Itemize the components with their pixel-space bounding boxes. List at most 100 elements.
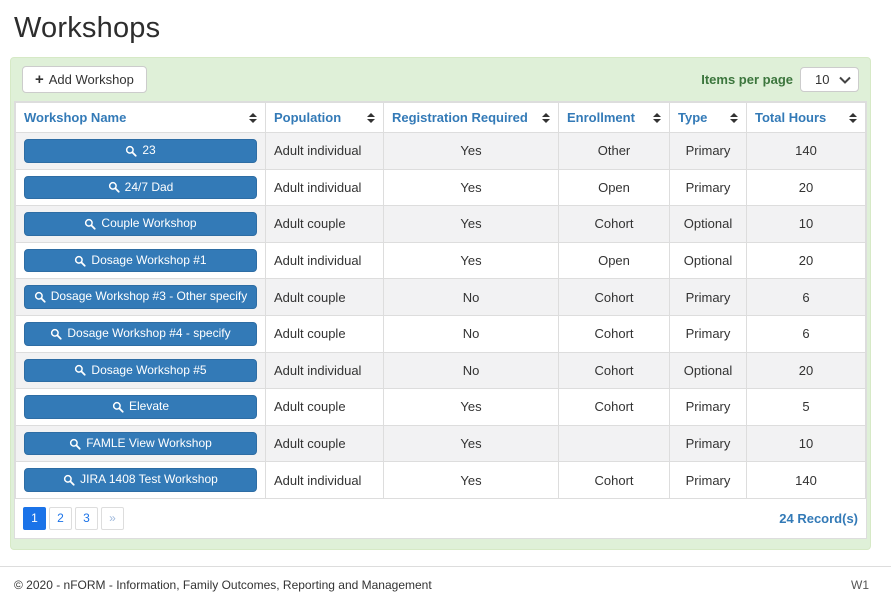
workshop-name-label: 23	[142, 143, 156, 157]
workshops-page: Workshops + Add Workshop Items per page …	[10, 12, 871, 550]
record-count: 24 Record(s)	[779, 510, 858, 526]
cell-total-hours: 6	[746, 278, 866, 316]
workshop-name-label: Couple Workshop	[101, 216, 197, 231]
table-row: 23 Adult individual Yes Other Primary 140	[15, 132, 866, 170]
table-header-row: Workshop Name Population Registration Re…	[15, 102, 866, 133]
cell-registration-required: Yes	[383, 388, 559, 426]
column-header-enrollment[interactable]: Enrollment	[558, 102, 670, 133]
sort-icon	[849, 112, 857, 123]
workshop-open-button[interactable]: Dosage Workshop #5	[24, 358, 257, 383]
cell-workshop-name: Dosage Workshop #5	[15, 351, 266, 390]
column-header-workshop-name[interactable]: Workshop Name	[15, 102, 266, 133]
cell-workshop-name: Dosage Workshop #4 - specify	[15, 314, 266, 353]
cell-registration-required: No	[383, 278, 559, 316]
cell-population: Adult couple	[265, 314, 384, 353]
cell-enrollment: Cohort	[558, 205, 670, 243]
cell-total-hours: 6	[746, 314, 866, 353]
workshop-name-label: Dosage Workshop #3 - Other specify	[50, 289, 248, 304]
plus-icon: +	[35, 71, 44, 88]
table-row: Couple Workshop Adult couple Yes Cohort Opti…	[15, 205, 866, 243]
cell-total-hours: 10	[746, 205, 866, 243]
cell-type: Optional	[669, 351, 747, 390]
workshop-open-button[interactable]: Elevate	[24, 395, 257, 419]
search-icon	[75, 365, 87, 376]
sort-icon	[730, 112, 738, 123]
pagination-next-button[interactable]: »	[101, 506, 124, 530]
cell-registration-required: Yes	[383, 205, 559, 243]
table-row: Dosage Workshop #1 Adult individual Yes Ope…	[15, 241, 866, 280]
cell-type: Primary	[669, 314, 747, 353]
add-workshop-button[interactable]: + Add Workshop	[22, 66, 147, 93]
cell-population: Adult individual	[265, 132, 384, 170]
table-row: Dosage Workshop #5 Adult individual No Coho…	[15, 351, 866, 390]
search-icon	[51, 328, 63, 340]
pagination-page-2[interactable]: 2	[49, 506, 72, 530]
cell-population: Adult couple	[265, 388, 384, 426]
footer-version: W1	[851, 577, 869, 592]
cell-enrollment: Cohort	[558, 388, 670, 426]
cell-enrollment: Cohort	[558, 351, 670, 390]
cell-enrollment: Open	[558, 241, 670, 280]
sort-icon	[249, 112, 257, 123]
workshop-open-button[interactable]: Dosage Workshop #3 - Other specify	[24, 285, 257, 309]
workshop-open-button[interactable]: JIRA 1408 Test Workshop	[24, 468, 257, 492]
workshop-name-label: Dosage Workshop #5	[91, 362, 207, 377]
cell-population: Adult individual	[265, 461, 384, 499]
cell-population: Adult couple	[265, 424, 384, 463]
workshops-table-card: Workshop Name Population Registration Re…	[14, 101, 867, 539]
sort-icon	[367, 112, 375, 123]
workshop-open-button[interactable]: Dosage Workshop #4 - specify	[24, 321, 257, 346]
items-per-page-select[interactable]: 10	[800, 67, 859, 92]
cell-workshop-name: Couple Workshop	[15, 205, 266, 243]
page-footer: © 2020 - nFORM - Information, Family Out…	[0, 567, 891, 606]
cell-type: Primary	[669, 461, 747, 499]
table-row: Dosage Workshop #4 - specify Adult couple…	[15, 314, 866, 353]
workshop-name-label: FAMLE View Workshop	[86, 435, 212, 450]
workshop-name-label: JIRA 1408 Test Workshop	[80, 472, 218, 487]
cell-enrollment: Cohort	[558, 461, 670, 499]
pagination-page-1[interactable]: 1	[23, 506, 46, 530]
workshop-open-button[interactable]: 23	[24, 139, 257, 163]
cell-workshop-name: 24/7 Dad	[15, 168, 266, 207]
table-body: 23 Adult individual Yes Other Primary 140 24/7…	[15, 132, 866, 499]
cell-workshop-name: Dosage Workshop #1	[15, 241, 266, 280]
items-per-page-select-wrap: 10	[800, 67, 859, 92]
cell-total-hours: 10	[746, 424, 866, 463]
page-title: Workshops	[14, 12, 161, 44]
workshops-table: Workshop Name Population Registration Re…	[15, 102, 866, 499]
sort-icon	[542, 112, 550, 123]
pagination-page-3[interactable]: 3	[75, 506, 98, 530]
cell-enrollment: Other	[558, 132, 670, 170]
workshop-open-button[interactable]: FAMLE View Workshop	[24, 431, 257, 456]
table-row: FAMLE View Workshop Adult couple Yes Primar…	[15, 424, 866, 463]
table-row: Dosage Workshop #3 - Other specify Adult …	[15, 278, 866, 316]
search-icon	[126, 145, 137, 157]
cell-enrollment	[558, 424, 670, 463]
workshop-open-button[interactable]: Dosage Workshop #1	[24, 248, 257, 273]
cell-type: Primary	[669, 168, 747, 207]
column-header-population[interactable]: Population	[265, 102, 384, 133]
items-per-page-label: Items per page	[701, 72, 793, 87]
cell-workshop-name: Elevate	[15, 388, 266, 426]
cell-registration-required: Yes	[383, 424, 559, 463]
cell-total-hours: 140	[746, 132, 866, 170]
cell-workshop-name: Dosage Workshop #3 - Other specify	[15, 278, 266, 316]
cell-population: Adult couple	[265, 205, 384, 243]
search-icon	[108, 182, 120, 194]
cell-workshop-name: FAMLE View Workshop	[15, 424, 266, 463]
cell-enrollment: Cohort	[558, 278, 670, 316]
cell-registration-required: Yes	[383, 241, 559, 280]
cell-type: Primary	[669, 388, 747, 426]
column-header-type[interactable]: Type	[669, 102, 747, 133]
cell-type: Primary	[669, 132, 747, 170]
column-header-total-hours[interactable]: Total Hours	[746, 102, 866, 133]
cell-total-hours: 20	[746, 241, 866, 280]
workshop-open-button[interactable]: Couple Workshop	[24, 212, 257, 236]
column-header-registration-required[interactable]: Registration Required	[383, 102, 559, 133]
workshop-open-button[interactable]: 24/7 Dad	[24, 175, 257, 200]
workshop-name-label: Dosage Workshop #1	[91, 252, 207, 267]
panel-toolbar: + Add Workshop Items per page 10	[14, 58, 867, 101]
cell-registration-required: Yes	[383, 168, 559, 207]
cell-registration-required: Yes	[383, 461, 559, 499]
search-icon	[34, 292, 46, 303]
